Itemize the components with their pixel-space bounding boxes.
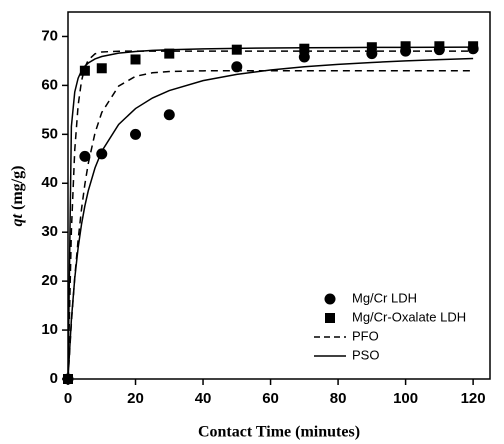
y-tick-label: 60	[41, 76, 58, 93]
pfo-curve	[67, 69, 474, 380]
square-point	[299, 43, 310, 54]
legend-label: PFO	[352, 328, 379, 343]
circle-point	[231, 61, 243, 73]
x-tick-label: 120	[461, 390, 486, 407]
square-point	[130, 54, 141, 65]
y-axis-label: qt (mg/g)	[9, 166, 26, 227]
y-label-symbol: qt	[9, 213, 26, 226]
circle-point	[130, 128, 142, 140]
legend-label: PSO	[352, 347, 379, 362]
y-tick-label: 10	[41, 321, 58, 338]
pso-curve	[67, 46, 474, 380]
square-point	[468, 41, 479, 52]
y-tick-label: 30	[41, 223, 58, 240]
pso-curve	[67, 57, 474, 380]
x-tick-label: 80	[330, 390, 347, 407]
pfo-curve	[67, 50, 474, 380]
circle-point	[96, 148, 108, 160]
square-point	[434, 41, 445, 52]
x-tick-label: 40	[195, 390, 212, 407]
legend-label: Mg/Cr-Oxalate LDH	[352, 309, 466, 324]
square-point	[96, 63, 107, 74]
x-tick-label: 60	[262, 390, 279, 407]
x-tick-label: 100	[393, 390, 418, 407]
y-tick-label: 50	[41, 125, 58, 142]
y-tick-label: 20	[41, 272, 58, 289]
circle-point	[163, 109, 175, 121]
legend-label: Mg/Cr LDH	[352, 290, 417, 305]
square-point	[63, 374, 73, 384]
y-tick-label: 0	[50, 370, 58, 387]
circle-point	[298, 51, 310, 63]
y-label-unit: (mg/g)	[9, 166, 26, 210]
square-point	[231, 44, 242, 55]
square-point	[400, 41, 411, 52]
plot-frame	[67, 11, 491, 380]
x-axis-label: Contact Time (minutes)	[198, 424, 360, 441]
x-tick-label: 20	[127, 390, 144, 407]
x-tick-label: 0	[64, 390, 72, 407]
legend-marker	[325, 313, 335, 323]
circle-point	[79, 150, 91, 162]
legend-marker	[324, 293, 336, 305]
y-tick-label: 70	[41, 27, 58, 44]
y-tick-label: 40	[41, 174, 58, 191]
square-point	[79, 65, 90, 76]
square-point	[164, 48, 175, 59]
square-point	[366, 42, 377, 53]
